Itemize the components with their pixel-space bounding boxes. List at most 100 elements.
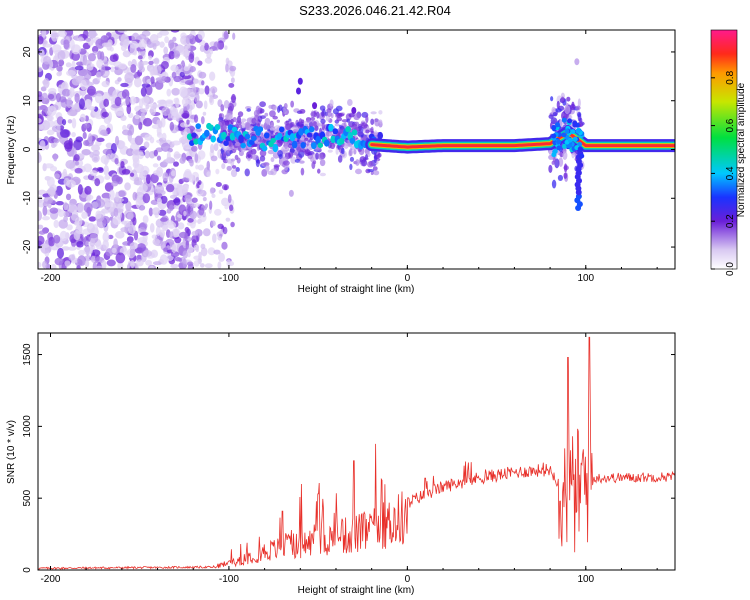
spectrogram-halo-blob xyxy=(319,172,326,177)
spectrogram-noise-blob xyxy=(81,148,91,156)
colorbar-tick-label: 0.6 xyxy=(725,118,736,132)
spectrogram-noise-blob xyxy=(177,222,185,230)
spectrogram-ridge-blob xyxy=(577,141,583,147)
spectrogram-noise-blob xyxy=(193,260,200,267)
spectrogram-noise-blob xyxy=(160,142,171,152)
spectrogram-noise-blob xyxy=(197,30,205,40)
spectrogram-noise-blob xyxy=(156,166,164,178)
spectrogram-noise-blob xyxy=(67,246,77,251)
spectrogram-noise-blob xyxy=(84,185,92,195)
spectrogram-feature-blob xyxy=(297,77,303,85)
spectrogram-halo-blob xyxy=(264,117,271,125)
spectrogram-halo-blob xyxy=(347,99,353,107)
spectrogram-noise-blob xyxy=(172,36,177,42)
spectrogram-noise-blob xyxy=(225,217,231,222)
spectrogram-halo-blob xyxy=(222,151,227,157)
spectrogram-noise-blob xyxy=(101,64,106,75)
spectrogram-halo-blob xyxy=(321,122,326,131)
spectrogram-noise-blob xyxy=(136,243,146,252)
spectrogram-noise-blob xyxy=(202,111,207,116)
spectrogram-noise-blob xyxy=(169,121,175,131)
spectrogram-halo-blob xyxy=(355,168,362,175)
spectrogram-noise-blob xyxy=(41,92,48,102)
spectrogram-ridge-blob xyxy=(308,126,315,133)
spectrogram-noise-blob xyxy=(64,30,74,37)
spectrogram-halo-blob xyxy=(315,152,319,160)
spectrogram-noise-blob xyxy=(82,131,87,140)
spectrogram-noise-blob xyxy=(138,33,147,40)
spectrogram-noise-blob xyxy=(138,66,146,73)
spectrogram-halo-blob xyxy=(321,110,325,117)
spectrogram-noise-blob xyxy=(64,260,71,267)
spectrogram-noise-blob xyxy=(63,140,74,150)
spectrogram-noise-blob xyxy=(102,239,109,250)
spectrogram-noise-blob xyxy=(134,114,140,120)
spectrogram-noise-blob xyxy=(140,165,150,176)
spectrogram-noise-blob xyxy=(87,32,98,37)
spectrogram-noise-blob xyxy=(198,71,207,79)
spectrogram-noise-blob xyxy=(171,71,177,79)
spectrogram-noise-blob xyxy=(151,234,158,239)
spectrogram-noise-blob xyxy=(193,255,202,260)
spectrogram-noise-blob xyxy=(118,63,127,70)
spectrogram-noise-blob xyxy=(171,87,180,96)
spectrogram-noise-blob xyxy=(91,45,99,53)
spectrogram-noise-blob xyxy=(230,77,235,84)
spectrogram-halo-blob xyxy=(577,98,581,108)
spectrogram-halo-blob xyxy=(564,105,571,115)
spectrogram-ridge-blob xyxy=(561,132,567,138)
spectrogram-noise-blob xyxy=(202,228,211,237)
spectrogram-ridge-blob xyxy=(561,117,567,123)
spectrogram-noise-blob xyxy=(61,88,71,97)
spectrogram-halo-blob xyxy=(247,150,253,155)
spectrogram-noise-blob xyxy=(128,112,134,119)
spectrogram-halo-blob xyxy=(563,163,568,173)
spectrogram-ridge-blob xyxy=(564,128,570,134)
spectrogram-halo-blob xyxy=(329,142,336,150)
spectrogram-noise-blob xyxy=(68,254,75,261)
spectrogram-halo-blob xyxy=(349,148,353,157)
spectrogram-noise-blob xyxy=(58,59,65,67)
spectrogram-noise-blob xyxy=(186,261,194,267)
spectrogram-noise-blob xyxy=(65,159,76,169)
spectrogram-noise-blob xyxy=(181,112,190,119)
spectrogram-ridge-blob xyxy=(291,140,298,149)
spectrogram-noise-blob xyxy=(39,49,45,58)
spectrogram-noise-blob xyxy=(141,96,150,104)
spectrogram-noise-blob xyxy=(173,50,180,59)
spectrogram-noise-blob xyxy=(76,241,84,248)
spectrogram-noise-blob xyxy=(66,224,73,231)
spectrogram-noise-blob xyxy=(38,106,44,111)
spectrogram-noise-blob xyxy=(97,167,104,173)
spectrogram-noise-blob xyxy=(184,80,194,86)
spectrogram-noise-blob xyxy=(71,51,81,61)
spectrogram-halo-blob xyxy=(300,167,305,176)
spectrogram-noise-blob xyxy=(221,241,228,250)
spectrogram-noise-blob xyxy=(199,263,205,268)
spectrogram-ridge-blob xyxy=(311,142,317,150)
spectrogram-noise-blob xyxy=(127,224,136,235)
spectrogram-halo-blob xyxy=(370,111,377,115)
spectrogram-noise-blob xyxy=(126,236,134,243)
spectrogram-halo-blob xyxy=(285,123,292,131)
spectrogram-noise-blob xyxy=(161,60,169,70)
spectrogram-noise-blob xyxy=(169,194,178,199)
spectrogram-noise-blob xyxy=(204,57,213,64)
spectrogram-noise-blob xyxy=(210,155,218,162)
spectrogram-noise-blob xyxy=(160,195,168,204)
spectrogram-halo-blob xyxy=(373,170,380,176)
spectrogram-noise-blob xyxy=(61,246,71,251)
spectrogram-noise-blob xyxy=(132,148,140,156)
spectrogram-noise-blob xyxy=(42,205,48,216)
spectrogram-noise-blob xyxy=(186,221,193,226)
spectrogram-noise-blob xyxy=(173,228,180,238)
spectrogram-halo-blob xyxy=(353,113,361,121)
spectrogram-noise-blob xyxy=(230,221,235,228)
spectrogram-halo-blob xyxy=(309,117,316,121)
spectrogram-noise-blob xyxy=(101,80,110,88)
spectrogram-noise-blob xyxy=(59,129,70,138)
spectrogram-noise-blob xyxy=(38,230,46,235)
spectrogram-halo-blob xyxy=(317,123,323,127)
spectrogram-noise-blob xyxy=(57,50,66,61)
